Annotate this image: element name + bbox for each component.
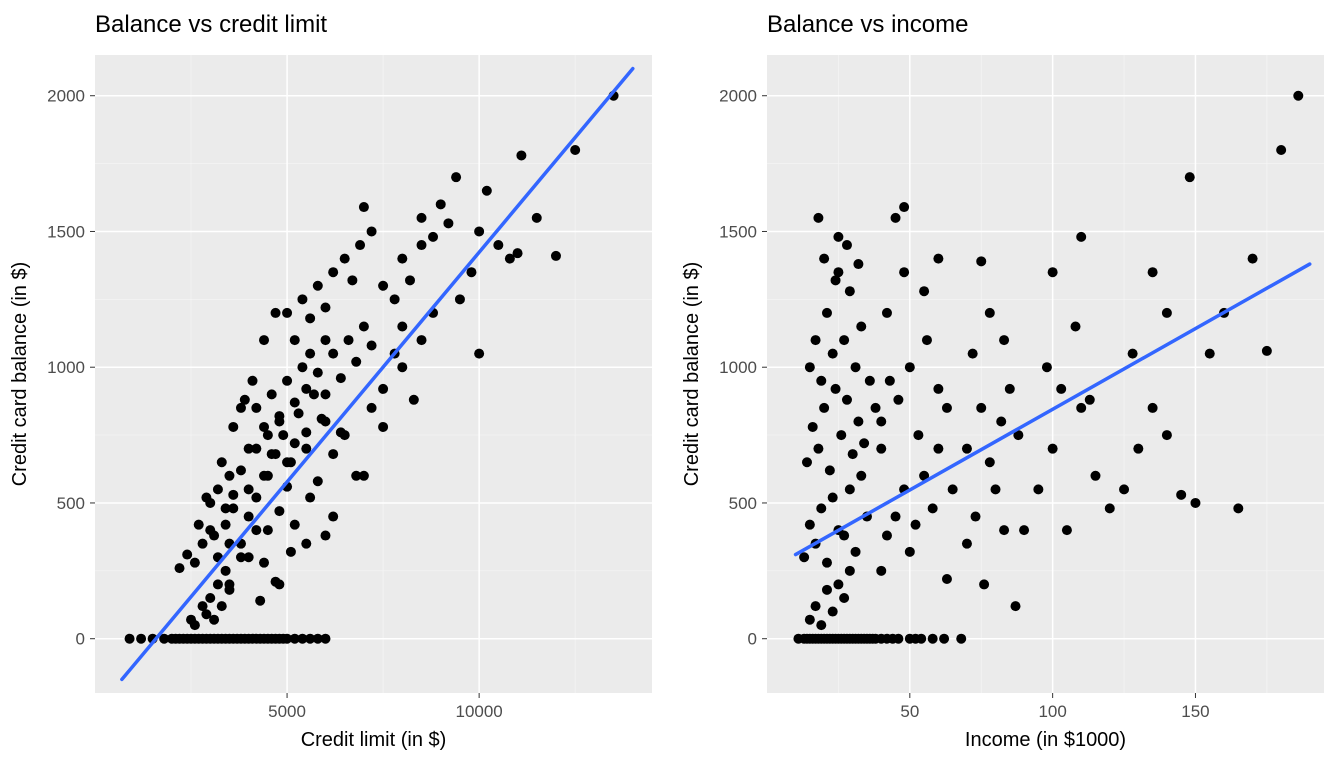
svg-text:Balance vs credit limit: Balance vs credit limit [95, 11, 327, 38]
svg-text:100: 100 [1038, 702, 1066, 721]
svg-text:5000: 5000 [268, 702, 306, 721]
svg-text:Credit card balance (in $): Credit card balance (in $) [9, 262, 31, 487]
svg-text:Credit limit (in $): Credit limit (in $) [301, 729, 447, 751]
svg-text:0: 0 [748, 630, 757, 649]
svg-text:1000: 1000 [47, 358, 85, 377]
svg-text:500: 500 [57, 494, 85, 513]
svg-text:Income (in $1000): Income (in $1000) [965, 729, 1126, 751]
left-panel: 5000 10000 0 500 1000 1500 2000 Credit limit (i… [0, 0, 672, 768]
svg-text:1500: 1500 [47, 222, 85, 241]
scatter-chart-right: 501001500500100015002000Income (in $1000… [672, 0, 1344, 768]
svg-text:50: 50 [900, 702, 919, 721]
svg-text:2000: 2000 [47, 87, 85, 106]
chart-container: 5000100000500100015002000Credit limit (i… [0, 0, 1344, 768]
svg-text:2000: 2000 [719, 87, 757, 106]
svg-text:Credit card balance (in $): Credit card balance (in $) [681, 262, 703, 487]
scatter-chart-left: 5000 10000 0 500 1000 1500 2000 Credit limit (i… [0, 0, 672, 768]
svg-text:10000: 10000 [455, 702, 502, 721]
svg-text:Balance vs income: Balance vs income [767, 11, 968, 38]
svg-text:1500: 1500 [719, 222, 757, 241]
svg-text:500: 500 [729, 494, 757, 513]
svg-text:0: 0 [76, 630, 85, 649]
right-panel: 501001500500100015002000Income (in $1000… [672, 0, 1344, 768]
svg-text:1000: 1000 [719, 358, 757, 377]
svg-text:150: 150 [1181, 702, 1209, 721]
